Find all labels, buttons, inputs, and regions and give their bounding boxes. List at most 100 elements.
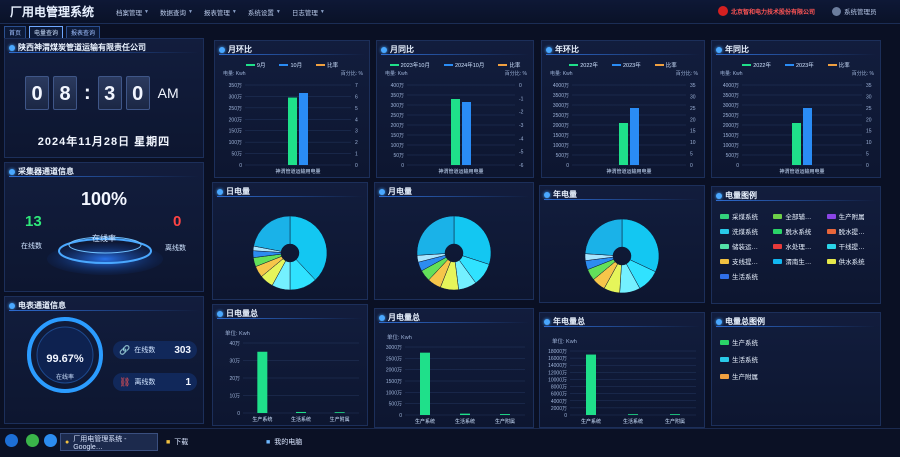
taskbar-computer[interactable]: ■ 我的电脑 [262, 433, 356, 451]
start-icon[interactable] [5, 434, 18, 447]
legend-item[interactable]: 生活系统 [720, 271, 769, 281]
y-tick-label: 100万 [391, 143, 404, 149]
y-tick-label: 50万 [231, 152, 242, 158]
menu-data-query[interactable]: 数据查询 ▼ [160, 7, 193, 17]
unit-right-label: 百分比: % [675, 71, 698, 77]
y2-tick-label: 0 [690, 163, 693, 169]
bar-chart: 4000万 3500万 3000万 2500万 2000万 1500万 1000万 500万 0… [553, 83, 696, 175]
y-tick-label: 0 [239, 163, 242, 169]
bar [288, 97, 297, 165]
legend-entry[interactable]: 比率 [654, 61, 677, 69]
menu-log[interactable]: 日志管理 ▼ [292, 7, 325, 17]
user-menu[interactable]: 系统管理员 [832, 6, 877, 16]
legend-item[interactable]: 供水系统 [826, 256, 876, 266]
y2-tick-label: 5 [690, 152, 693, 158]
legend-item[interactable]: 洗煤系统 [720, 226, 769, 236]
legend-entry[interactable]: 2022年 [569, 61, 598, 69]
legend-entry[interactable]: 2023年10月 [389, 61, 430, 69]
category-label: 神渭管道运输用电量 [438, 168, 483, 175]
legend-item[interactable]: 支线提… [720, 256, 769, 266]
legend-item[interactable]: 生产附属 [826, 211, 876, 221]
legend-entry[interactable]: 比率 [498, 61, 520, 69]
title-underline [217, 196, 363, 197]
y2-tick-label: 25 [866, 106, 872, 112]
company-label: 陕西神渭煤炭管道运输有限责任公司 [18, 43, 146, 52]
y-tick-label: 200万 [391, 123, 404, 129]
legend-item[interactable]: 采煤系统 [720, 211, 769, 221]
y-tick-label: 2000万 [386, 368, 402, 374]
legend-entry[interactable]: 2023年 [611, 61, 641, 69]
legend-item[interactable]: 水处理… [773, 241, 822, 251]
y-tick-label: 1000万 [553, 143, 569, 149]
taskbar-downloads[interactable]: ■ 下载 [162, 433, 256, 451]
category-label: 生产系统 [415, 418, 435, 425]
tab-energy-query[interactable]: 电量查询 [29, 26, 64, 39]
legend-entry[interactable]: 比率 [827, 61, 850, 69]
legend-entry[interactable]: 9月 [245, 61, 265, 69]
legend-swatch [611, 64, 621, 66]
meter-online-label: 在线数 [134, 347, 156, 354]
menu-settings[interactable]: 系统设置 ▼ [248, 7, 281, 17]
title-underline [381, 54, 529, 55]
legend-swatch [720, 373, 729, 379]
legend-item[interactable]: 生产系统 [720, 337, 758, 347]
legend-item[interactable]: 生活系统 [720, 354, 758, 364]
meter-rate: 99.67% [46, 353, 84, 365]
bar [257, 351, 268, 413]
browser-icon[interactable] [44, 434, 57, 447]
category-label: 神渭管道运输用电量 [606, 168, 651, 175]
category-label: 生活系统 [455, 418, 475, 425]
legend-item[interactable]: 渭南生… [773, 256, 822, 266]
legend-item[interactable]: 生产附属 [720, 371, 758, 381]
y2-tick-label: 5 [355, 106, 358, 112]
legend-item[interactable]: 脱水提… [826, 226, 876, 236]
legend-swatch [826, 258, 836, 264]
pie-slice [453, 215, 492, 265]
panel-title-label: 月电量 [388, 187, 412, 196]
unit-left-label: 电量: Kwh [385, 71, 408, 77]
title-underline [716, 200, 876, 201]
menu-archive[interactable]: 档案管理 ▼ [116, 7, 149, 17]
y-tick-label: 1500万 [386, 379, 402, 385]
panel-title: 年电量 [544, 189, 577, 200]
legend-entry[interactable]: 2024年10月 [443, 61, 484, 69]
legend-item[interactable]: 脱水系统 [773, 226, 822, 236]
y-tick-label: 4000万 [553, 83, 569, 89]
legend-label: 生产附属 [838, 214, 865, 221]
y2-tick-label: 2 [355, 140, 358, 146]
title-underline [544, 326, 700, 327]
app-icon[interactable] [26, 434, 39, 447]
legend-item[interactable]: 储装运… [720, 241, 769, 251]
y-tick-label: 8000万 [551, 385, 567, 391]
unit-left-label: 电量: Kwh [223, 71, 246, 77]
brand: 北京智和电力技术股份有限公司 [718, 6, 815, 16]
collector-platform [47, 236, 163, 275]
platform-ring [58, 238, 152, 264]
bar [334, 412, 345, 413]
menu-report[interactable]: 报表管理 ▼ [204, 7, 237, 17]
bar [296, 411, 306, 413]
legend-entry[interactable]: 2023年 [784, 61, 814, 69]
y-tick-label: 150万 [391, 133, 404, 139]
legend-entry[interactable]: 10月 [279, 61, 302, 69]
title-dot-icon [219, 46, 225, 53]
y-tick-label: 2000万 [551, 406, 567, 412]
folder-icon: ■ [166, 438, 171, 446]
legend-item[interactable]: 全部辅… [773, 211, 822, 221]
y2-tick-label: 3 [355, 129, 358, 135]
panel-title: 采集器通道信息 [9, 166, 74, 177]
meter-online-value: 303 [174, 344, 191, 356]
bar [630, 108, 639, 165]
legend-entry[interactable]: 2022年 [742, 61, 771, 69]
legend-swatch [316, 64, 326, 66]
y-tick-label: 2000万 [723, 123, 739, 129]
legend-label: 2022年 [580, 63, 598, 69]
legend-swatch [826, 243, 836, 249]
taskbar-chrome[interactable]: ● 厂用电管理系统 - Google… [60, 433, 158, 451]
meter-offline-row: ⛓ 离线数 1 [113, 373, 197, 391]
legend-entry[interactable]: 比率 [316, 61, 338, 69]
legend-item[interactable]: 干线提… [826, 241, 876, 251]
legend-label: 比率 [838, 63, 850, 69]
menu-label: 档案管理 [116, 9, 142, 17]
bar-chart: 350万 300万 250万 200万 150万 100万 50万 0 7 6 5 4 3 2 1 0 神渭管道… [229, 83, 358, 175]
